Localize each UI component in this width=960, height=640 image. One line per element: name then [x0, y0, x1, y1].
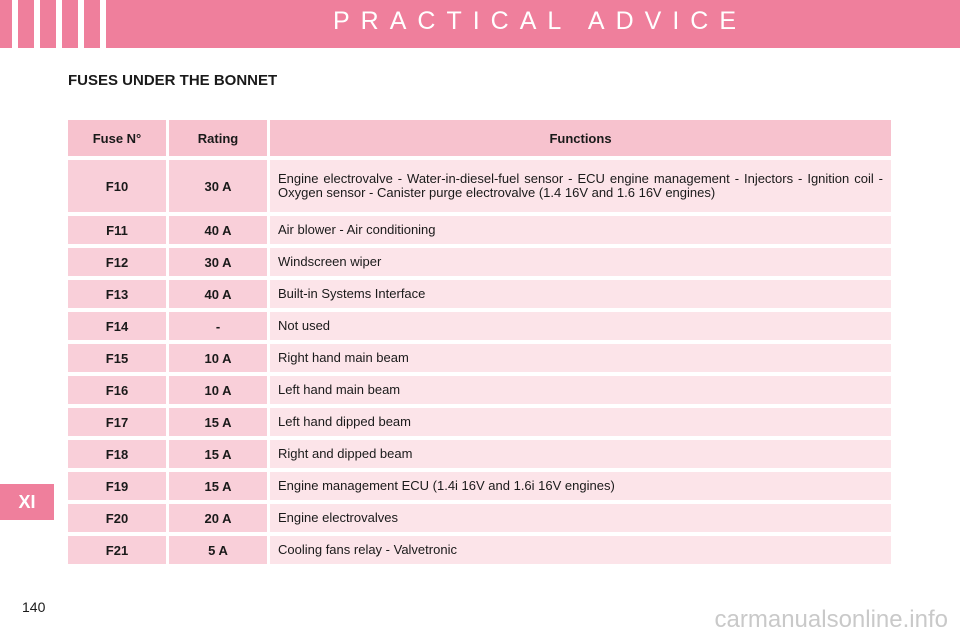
table-header-row: Fuse N° Rating Functions — [68, 120, 891, 156]
fuse-rating: - — [169, 312, 267, 340]
fuse-rating: 10 A — [169, 344, 267, 372]
watermark: carmanualsonline.info — [714, 606, 948, 633]
fuse-function: Engine electrovalve - Water-in-diesel-fu… — [270, 160, 891, 212]
fuse-rating: 20 A — [169, 504, 267, 532]
header-stripe — [100, 0, 106, 48]
fuse-function: Left hand main beam — [270, 376, 891, 404]
fuse-number: F13 — [68, 280, 166, 308]
header-stripe — [34, 0, 40, 48]
fuse-function: Right hand main beam — [270, 344, 891, 372]
page-header: PRACTICAL ADVICE — [0, 0, 960, 48]
fuse-number: F18 — [68, 440, 166, 468]
fuse-number: F20 — [68, 504, 166, 532]
fuse-number: F11 — [68, 216, 166, 244]
fuse-rating: 30 A — [169, 160, 267, 212]
column-header-rating: Rating — [169, 120, 267, 156]
fuse-function: Engine management ECU (1.4i 16V and 1.6i… — [270, 472, 891, 500]
fuse-rating: 15 A — [169, 440, 267, 468]
page-number: 140 — [22, 599, 46, 615]
column-header-fuse: Fuse N° — [68, 120, 166, 156]
header-stripe — [78, 0, 84, 48]
fuse-number: F19 — [68, 472, 166, 500]
fuse-rating: 15 A — [169, 408, 267, 436]
fuse-table: Fuse N° Rating Functions F10 30 A Engine… — [68, 120, 891, 568]
fuse-number: F21 — [68, 536, 166, 564]
fuse-number: F17 — [68, 408, 166, 436]
fuse-number: F15 — [68, 344, 166, 372]
fuse-number: F14 — [68, 312, 166, 340]
table-row: F17 15 A Left hand dipped beam — [68, 408, 891, 436]
fuse-number: F10 — [68, 160, 166, 212]
fuse-function: Air blower - Air conditioning — [270, 216, 891, 244]
table-row: F13 40 A Built-in Systems Interface — [68, 280, 891, 308]
table-row: F14 - Not used — [68, 312, 891, 340]
chapter-tab: XI — [0, 484, 54, 520]
table-row: F16 10 A Left hand main beam — [68, 376, 891, 404]
fuse-function: Windscreen wiper — [270, 248, 891, 276]
table-row: F19 15 A Engine management ECU (1.4i 16V… — [68, 472, 891, 500]
fuse-function: Left hand dipped beam — [270, 408, 891, 436]
fuse-rating: 15 A — [169, 472, 267, 500]
table-row: F10 30 A Engine electrovalve - Water-in-… — [68, 160, 891, 212]
table-row: F21 5 A Cooling fans relay - Valvetronic — [68, 536, 891, 564]
table-row: F11 40 A Air blower - Air conditioning — [68, 216, 891, 244]
fuse-rating: 40 A — [169, 216, 267, 244]
column-header-functions: Functions — [270, 120, 891, 156]
table-row: F12 30 A Windscreen wiper — [68, 248, 891, 276]
table-row: F20 20 A Engine electrovalves — [68, 504, 891, 532]
section-title: FUSES UNDER THE BONNET — [68, 72, 278, 89]
header-stripe — [56, 0, 62, 48]
fuse-function: Cooling fans relay - Valvetronic — [270, 536, 891, 564]
fuse-function: Right and dipped beam — [270, 440, 891, 468]
fuse-number: F16 — [68, 376, 166, 404]
table-row: F15 10 A Right hand main beam — [68, 344, 891, 372]
fuse-rating: 40 A — [169, 280, 267, 308]
table-row: F18 15 A Right and dipped beam — [68, 440, 891, 468]
fuse-number: F12 — [68, 248, 166, 276]
fuse-rating: 10 A — [169, 376, 267, 404]
header-stripe — [12, 0, 18, 48]
fuse-rating: 5 A — [169, 536, 267, 564]
chapter-title: PRACTICAL ADVICE — [332, 7, 748, 35]
fuse-function: Built-in Systems Interface — [270, 280, 891, 308]
fuse-function: Not used — [270, 312, 891, 340]
fuse-function: Engine electrovalves — [270, 504, 891, 532]
fuse-rating: 30 A — [169, 248, 267, 276]
